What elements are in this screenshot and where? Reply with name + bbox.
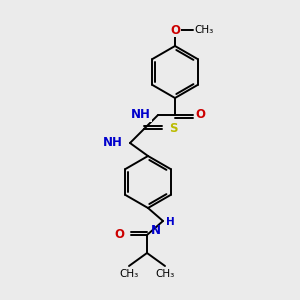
Text: O: O xyxy=(195,109,205,122)
Text: O: O xyxy=(114,229,124,242)
Text: H: H xyxy=(166,217,175,227)
Text: NH: NH xyxy=(131,109,151,122)
Text: CH₃: CH₃ xyxy=(155,269,175,279)
Text: CH₃: CH₃ xyxy=(119,269,139,279)
Text: NH: NH xyxy=(103,136,123,149)
Text: CH₃: CH₃ xyxy=(194,25,213,35)
Text: S: S xyxy=(169,122,178,136)
Text: O: O xyxy=(170,23,180,37)
Text: N: N xyxy=(151,224,161,237)
